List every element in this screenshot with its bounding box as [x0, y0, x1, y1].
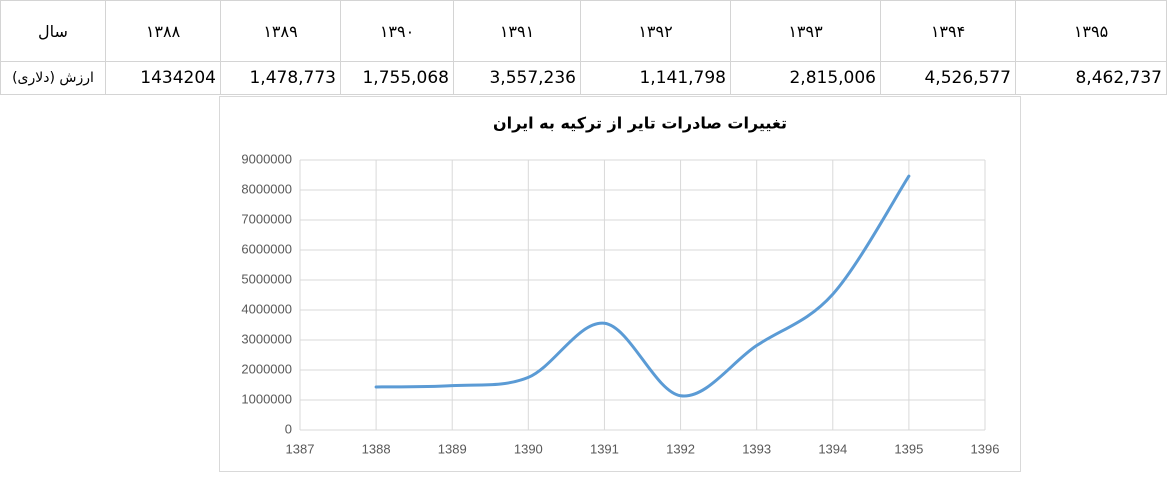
- x-tick-label: 1394: [818, 441, 847, 456]
- table-cell: ۱۳۹۵: [1015, 0, 1167, 62]
- y-tick-label: 7000000: [241, 211, 292, 226]
- chart-title: تغییرات صادرات تایر از ترکیه به ایران: [493, 114, 787, 133]
- table-cell: ۱۳۸۹: [220, 0, 341, 62]
- table-cell: 1,755,068: [340, 61, 454, 95]
- table-cell: ۱۳۹۴: [880, 0, 1016, 62]
- data-table: سال ۱۳۸۸ ۱۳۸۹ ۱۳۹۰ ۱۳۹۱ ۱۳۹۲ ۱۳۹۳ ۱۳۹۴ ۱۳۹۵ ارزش …: [0, 0, 1167, 95]
- table-cell: 1,478,773: [220, 61, 341, 95]
- table-cell: 1,141,798: [580, 61, 731, 95]
- table-cell: 4,526,577: [880, 61, 1016, 95]
- table-cell: ارزش (دلاری): [0, 61, 106, 95]
- table-cell: 3,557,236: [453, 61, 581, 95]
- y-tick-label: 4000000: [241, 301, 292, 316]
- x-tick-label: 1390: [514, 441, 543, 456]
- table-cell: 8,462,737: [1015, 61, 1167, 95]
- table-cell: ۱۳۹۱: [453, 0, 581, 62]
- table-row: ارزش (دلاری) 1434204 1,478,773 1,755,068 3,5…: [0, 61, 1167, 95]
- data-line: [374, 174, 911, 398]
- table-cell: 2,815,006: [730, 61, 881, 95]
- chart: تغییرات صادرات تایر از ترکیه به ایران 0 1…: [219, 96, 1021, 472]
- table-cell: ۱۳۹۰: [340, 0, 454, 62]
- y-tick-label: 8000000: [241, 181, 292, 196]
- y-tick-label: 5000000: [241, 271, 292, 286]
- table-cell: 1434204: [105, 61, 221, 95]
- x-tick-label: 1389: [438, 441, 467, 456]
- x-tick-label: 1392: [666, 441, 695, 456]
- x-tick-label: 1391: [590, 441, 619, 456]
- x-tick-label: 1395: [894, 441, 923, 456]
- x-tick-label: 1393: [742, 441, 771, 456]
- y-tick-label: 9000000: [241, 151, 292, 166]
- x-tick-label: 1396: [971, 441, 1000, 456]
- y-tick-label: 0: [285, 421, 292, 436]
- chart-frame: [219, 96, 1021, 472]
- y-tick-label: 2000000: [241, 361, 292, 376]
- table-cell: سال: [0, 0, 106, 62]
- table-row: سال ۱۳۸۸ ۱۳۸۹ ۱۳۹۰ ۱۳۹۱ ۱۳۹۲ ۱۳۹۳ ۱۳۹۴ ۱۳۹۵: [0, 0, 1167, 62]
- y-tick-label: 1000000: [241, 391, 292, 406]
- x-tick-label: 1388: [362, 441, 391, 456]
- y-tick-label: 3000000: [241, 331, 292, 346]
- x-tick-label: 1387: [286, 441, 315, 456]
- table-cell: ۱۳۹۳: [730, 0, 881, 62]
- table-cell: ۱۳۸۸: [105, 0, 221, 62]
- table-cell: ۱۳۹۲: [580, 0, 731, 62]
- y-tick-label: 6000000: [241, 241, 292, 256]
